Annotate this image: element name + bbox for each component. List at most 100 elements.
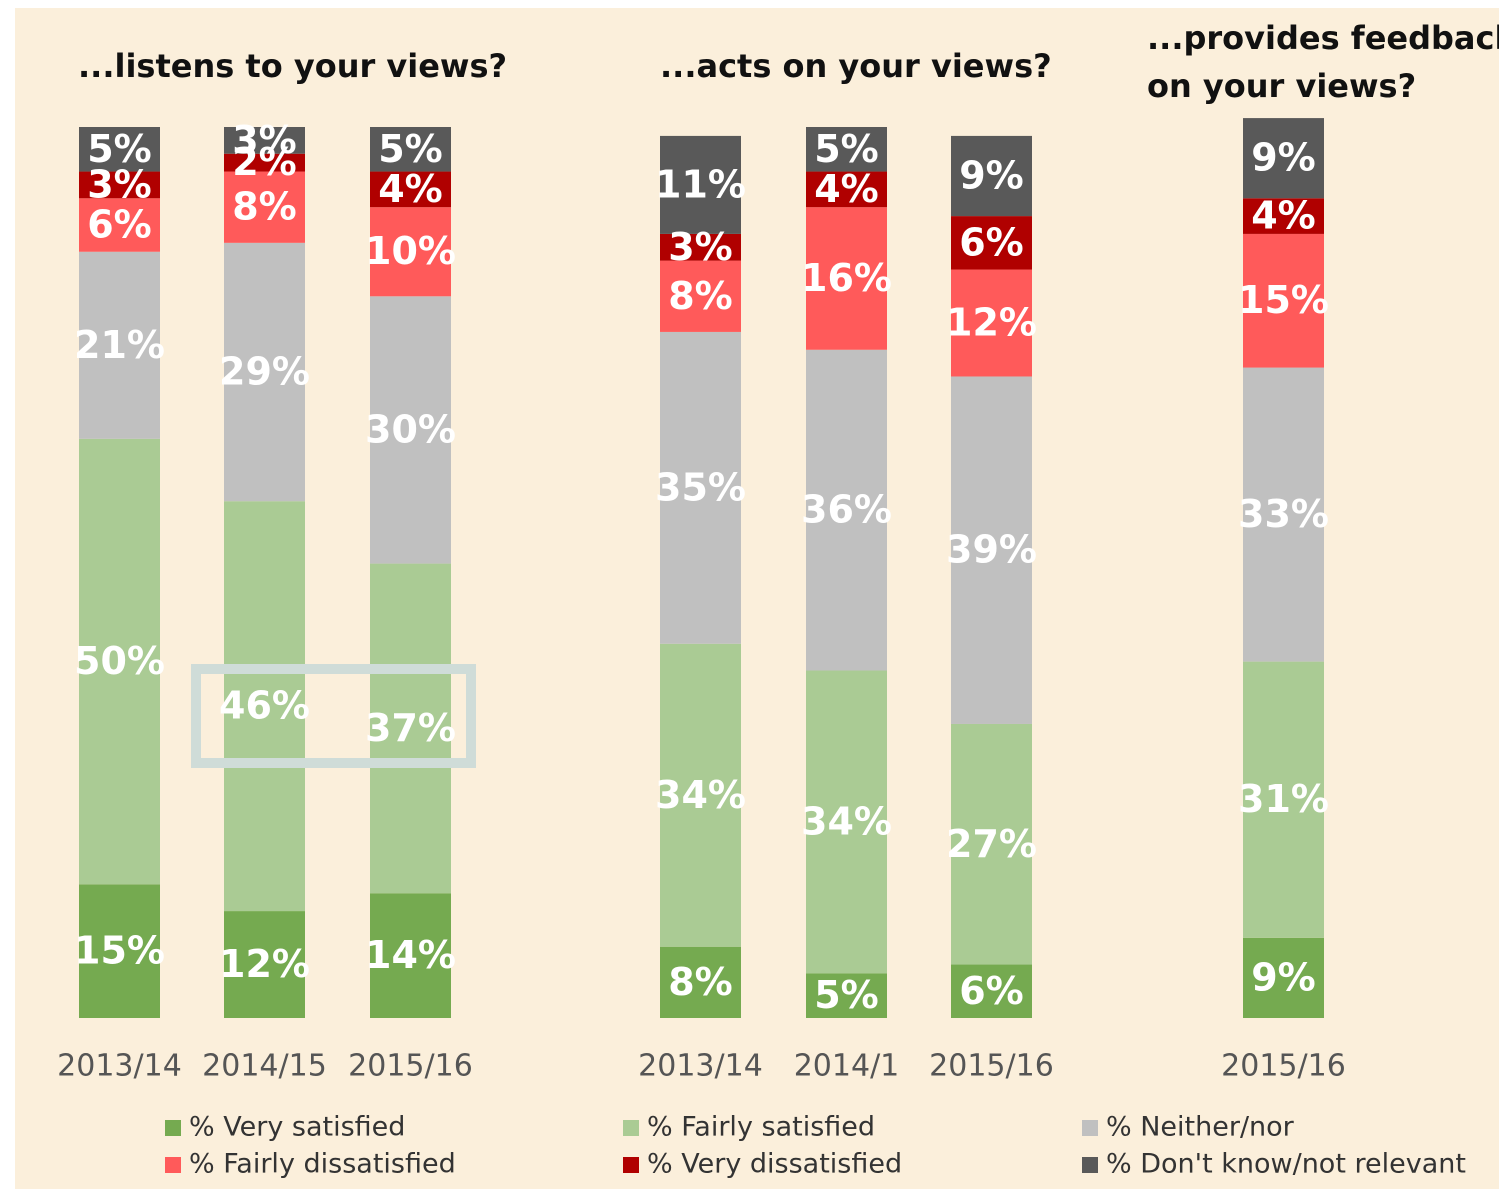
data-label: 30%: [365, 407, 456, 451]
data-label: 33%: [1238, 492, 1329, 536]
bar-segment: [79, 127, 160, 172]
bar-segment: [660, 135, 741, 234]
data-label: 4%: [1251, 194, 1316, 238]
legend-swatch: [165, 1157, 181, 1173]
data-label: 8%: [668, 960, 733, 1004]
data-label: 12%: [946, 301, 1037, 345]
panel-title: on your views?: [1147, 67, 1416, 105]
data-label: 34%: [655, 773, 746, 817]
data-label: 3%: [668, 225, 733, 269]
data-label: 35%: [655, 465, 746, 509]
panel-title: ...listens to your views?: [78, 47, 507, 85]
data-label: 3%: [87, 162, 152, 206]
legend-label: % Neither/nor: [1106, 1112, 1295, 1143]
x-tick-label: 2014/15: [202, 1049, 327, 1084]
bar-segment: [370, 296, 451, 564]
bar-segment: [370, 893, 451, 1018]
bar-segment: [660, 233, 741, 261]
plot: ...listens to your views? 2013/14 15% 50% 21…: [57, 19, 1499, 1180]
bar-segment: [660, 260, 741, 332]
bar-segment: [1243, 661, 1324, 938]
data-label: 16%: [801, 256, 892, 300]
legend-swatch: [165, 1120, 181, 1136]
legend-label: % Don't know/not relevant: [1106, 1149, 1466, 1180]
data-label: 34%: [801, 799, 892, 843]
bar-segment: [951, 135, 1032, 217]
data-label: 39%: [946, 528, 1037, 572]
data-label: 5%: [814, 127, 879, 171]
bar-segment: [806, 349, 887, 671]
bar-segment: [660, 643, 741, 947]
bar-segment: [79, 171, 160, 199]
data-label: 15%: [74, 929, 165, 973]
bar-segment: [79, 884, 160, 1018]
data-label: 12%: [219, 942, 310, 986]
legend-swatch: [623, 1157, 639, 1173]
legend-label: % Very satisfied: [189, 1112, 405, 1143]
panel-title: ...provides feedback: [1147, 19, 1499, 57]
data-label: 6%: [959, 220, 1024, 264]
bar-segment: [1243, 118, 1324, 199]
legend-swatch: [1082, 1120, 1098, 1136]
data-label: 10%: [365, 229, 456, 273]
bar-segment: [806, 127, 887, 172]
bar-segment: [224, 242, 305, 502]
bar-segment: [806, 207, 887, 350]
bar-segment: [1243, 367, 1324, 662]
bar-segment: [79, 438, 160, 885]
data-label: 8%: [232, 185, 297, 229]
data-label: 50%: [74, 639, 165, 683]
data-label: 9%: [1251, 136, 1316, 180]
x-tick-label: 2015/16: [1221, 1049, 1346, 1084]
legend-swatch: [1082, 1157, 1098, 1173]
bar-segment: [1243, 198, 1324, 234]
data-label: 31%: [1238, 777, 1329, 821]
bar-segment: [951, 964, 1032, 1018]
legend-label: % Very dissatisfied: [647, 1149, 902, 1180]
bar-segment: [951, 269, 1032, 377]
bar-segment: [1243, 937, 1324, 1018]
bar-segment: [1243, 233, 1324, 368]
bar-segment: [806, 973, 887, 1018]
x-tick-label: 2013/14: [638, 1049, 763, 1084]
bar-segment: [951, 376, 1032, 724]
bar-segment: [370, 563, 451, 894]
x-tick-label: 2015/16: [929, 1049, 1054, 1084]
data-label: 2%: [232, 140, 297, 184]
data-label: 37%: [365, 706, 456, 750]
data-label: 6%: [959, 969, 1024, 1013]
bar-segment: [370, 127, 451, 172]
data-label: 4%: [814, 167, 879, 211]
bar-segment: [79, 251, 160, 439]
data-label: 15%: [1238, 278, 1329, 322]
bar-segment: [370, 207, 451, 297]
bar-segment: [224, 171, 305, 243]
legend-label: % Fairly dissatisfied: [189, 1149, 456, 1180]
bar-segment: [951, 723, 1032, 965]
data-label: 9%: [1251, 955, 1316, 999]
data-label: 8%: [668, 274, 733, 318]
x-tick-label: 2014/1: [794, 1049, 900, 1084]
bar-segment: [79, 198, 160, 252]
data-label: 4%: [378, 167, 443, 211]
legend-label: % Fairly satisfied: [647, 1112, 875, 1143]
data-label: 5%: [378, 127, 443, 171]
data-label: 21%: [74, 323, 165, 367]
data-label: 5%: [87, 127, 152, 171]
bar-segment: [224, 153, 305, 172]
data-label: 46%: [219, 684, 310, 728]
bar-segment: [806, 670, 887, 974]
highlight-box: [191, 664, 476, 768]
bar-segment: [224, 501, 305, 912]
data-label: 14%: [365, 933, 456, 977]
data-label: 36%: [801, 488, 892, 532]
bar-segment: [224, 127, 305, 154]
bar-segment: [660, 946, 741, 1018]
data-label: 3%: [232, 118, 297, 162]
bar-segment: [806, 171, 887, 208]
x-tick-label: 2015/16: [348, 1049, 473, 1084]
data-label: 6%: [87, 203, 152, 247]
legend-swatch: [623, 1120, 639, 1136]
bar-segment: [660, 331, 741, 644]
